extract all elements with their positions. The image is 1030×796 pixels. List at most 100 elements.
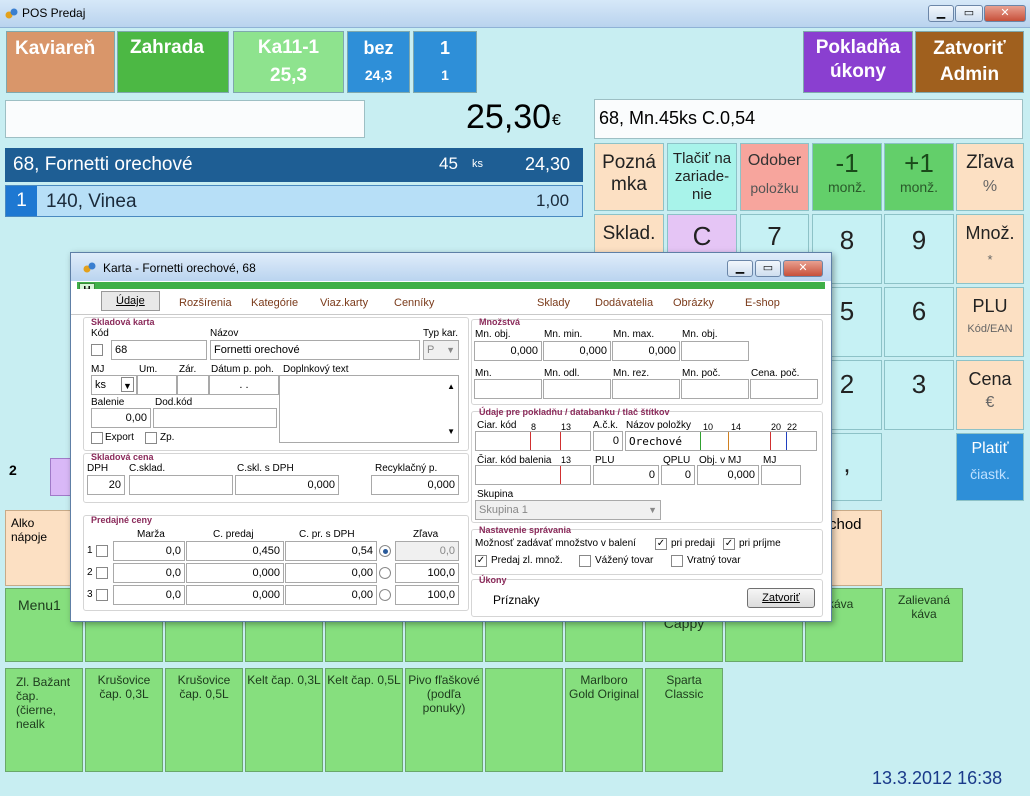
zlava-field[interactable]: 100,0 bbox=[395, 563, 459, 583]
menu-item[interactable]: Zalievaná káva bbox=[885, 588, 963, 662]
table-tile[interactable]: Ka11-1 25,3 bbox=[233, 31, 344, 93]
key-6[interactable]: 6 bbox=[884, 287, 954, 357]
price-row-radio[interactable] bbox=[379, 567, 391, 579]
cpredaj-field[interactable]: 0,450 bbox=[186, 541, 284, 561]
dialog-close-button[interactable]: ✕ bbox=[783, 260, 823, 277]
export-checkbox[interactable] bbox=[91, 432, 103, 444]
dodkod-field[interactable] bbox=[153, 408, 277, 428]
key-7[interactable]: 7 bbox=[740, 214, 809, 254]
price-row-checkbox[interactable] bbox=[96, 567, 108, 579]
kod-checkbox[interactable] bbox=[91, 344, 103, 356]
count-tile[interactable]: 1 1 bbox=[413, 31, 477, 93]
objmj-field[interactable]: 0,000 bbox=[697, 465, 759, 485]
cpredaj-field[interactable]: 0,000 bbox=[186, 563, 284, 583]
mn-obj2-field[interactable] bbox=[681, 341, 749, 361]
mn-field[interactable] bbox=[474, 379, 542, 399]
tab-cenniky[interactable]: Cenníky bbox=[394, 297, 435, 309]
sklad-button[interactable]: Sklad. bbox=[594, 214, 664, 254]
mn-odl-field[interactable] bbox=[543, 379, 611, 399]
plu-field[interactable]: 0 bbox=[593, 465, 659, 485]
product-button[interactable]: Pivo fľaškové (podľa ponuky) bbox=[405, 668, 483, 772]
pri-predaji-checkbox[interactable]: ✓ bbox=[655, 538, 667, 550]
order-row[interactable]: 1 140, Vinea 1,00 bbox=[5, 185, 583, 217]
zp-checkbox[interactable] bbox=[145, 432, 157, 444]
key-9[interactable]: 9 bbox=[884, 214, 954, 284]
balenie-field[interactable]: 0,00 bbox=[91, 408, 151, 428]
zatvorit-admin-button[interactable]: Zatvoriť Admin bbox=[915, 31, 1024, 93]
mn-poc-field[interactable] bbox=[681, 379, 749, 399]
qplu-field[interactable]: 0 bbox=[661, 465, 695, 485]
product-button[interactable]: Krušovice čap. 0,3L bbox=[85, 668, 163, 772]
tab-udaje[interactable]: Údaje bbox=[101, 291, 160, 311]
cpredaj-field[interactable]: 0,000 bbox=[186, 585, 284, 605]
cena-poc-field[interactable] bbox=[750, 379, 818, 399]
dph-field[interactable]: 20 bbox=[87, 475, 125, 495]
product-button[interactable]: Kelt čap. 0,3L bbox=[245, 668, 323, 772]
zlava-field[interactable]: 0,0 bbox=[395, 541, 459, 561]
maximize-button[interactable]: ▭ bbox=[955, 5, 983, 22]
dialog-maximize-button[interactable]: ▭ bbox=[755, 260, 781, 277]
tab-viaz-karty[interactable]: Viaz.karty bbox=[320, 297, 369, 309]
ciar-kod-field[interactable] bbox=[475, 431, 591, 451]
product-button[interactable]: Kelt čap. 0,5L bbox=[325, 668, 403, 772]
csklsdph-field[interactable]: 0,000 bbox=[235, 475, 339, 495]
mn-min-field[interactable]: 0,000 bbox=[543, 341, 611, 361]
minus-one-button[interactable]: -1 monž. bbox=[812, 143, 882, 211]
mj-select[interactable]: ks ▼ bbox=[91, 375, 137, 395]
tab-sklady[interactable]: Sklady bbox=[537, 297, 571, 309]
customer-field[interactable] bbox=[5, 100, 365, 138]
tab-eshop[interactable]: E-shop bbox=[745, 297, 780, 309]
zlava-field[interactable]: 100,0 bbox=[395, 585, 459, 605]
zatvorit-button[interactable]: Zatvoriť bbox=[747, 588, 815, 608]
cprsdph-field[interactable]: 0,00 bbox=[285, 563, 377, 583]
skupina-select[interactable]: Skupina 1 ▼ bbox=[475, 500, 661, 520]
product-button[interactable] bbox=[485, 668, 563, 772]
price-row-checkbox[interactable] bbox=[96, 589, 108, 601]
poznamka-button[interactable]: Pozná mka bbox=[594, 143, 664, 211]
tab-dodavatelia[interactable]: Dodávatelia bbox=[595, 297, 654, 309]
mn-obj-field[interactable]: 0,000 bbox=[474, 341, 542, 361]
clear-button[interactable]: C bbox=[667, 214, 737, 254]
product-button[interactable]: Krušovice čap. 0,5L bbox=[165, 668, 243, 772]
um-field[interactable] bbox=[137, 375, 177, 395]
ack-field[interactable]: 0 bbox=[593, 431, 623, 451]
csklad-field[interactable] bbox=[129, 475, 233, 495]
ciar-bal-field[interactable] bbox=[475, 465, 591, 485]
kod-field[interactable]: 68 bbox=[111, 340, 207, 360]
cprsdph-field[interactable]: 0,00 bbox=[285, 585, 377, 605]
cprsdph-field[interactable]: 0,54 bbox=[285, 541, 377, 561]
pri-prijme-checkbox[interactable]: ✓ bbox=[723, 538, 735, 550]
zlava-button[interactable]: Zľava % bbox=[956, 143, 1024, 211]
priznaky-link[interactable]: Príznaky bbox=[493, 593, 540, 607]
tab-kategorie[interactable]: Kategórie bbox=[251, 297, 299, 309]
nazov-polozky-field[interactable]: Orechové bbox=[625, 431, 817, 451]
typ-select[interactable]: P ▼ bbox=[423, 340, 459, 360]
minimize-button[interactable]: ▁ bbox=[928, 5, 954, 22]
tlacit-button[interactable]: Tlačiť na zariade- nie bbox=[667, 143, 737, 211]
doplnkovy-textarea[interactable]: ▲ ▼ bbox=[279, 375, 459, 443]
recykl-field[interactable]: 0,000 bbox=[371, 475, 459, 495]
product-button[interactable]: Zl. Bažant čap. (čierne, nealk bbox=[5, 668, 83, 772]
predaj-zl-checkbox[interactable]: ✓ bbox=[475, 555, 487, 567]
bez-tile[interactable]: bez 24,3 bbox=[347, 31, 410, 93]
mnozstvo-button[interactable]: Množ. * bbox=[956, 214, 1024, 284]
scroll-up-icon[interactable]: ▲ bbox=[447, 382, 455, 391]
product-button[interactable]: Marlboro Gold Original bbox=[565, 668, 643, 772]
datum-field[interactable]: . . bbox=[209, 375, 279, 395]
side-tile[interactable] bbox=[50, 458, 72, 496]
order-row-selected[interactable]: 68, Fornetti orechové 45 ks 24,30 bbox=[5, 148, 583, 182]
tab-rozsirenia[interactable]: Rozšírenia bbox=[179, 297, 232, 309]
obchod-button[interactable]: chod bbox=[826, 510, 882, 586]
vratny-checkbox[interactable] bbox=[671, 555, 683, 567]
plus-one-button[interactable]: +1 monž. bbox=[884, 143, 954, 211]
odober-button[interactable]: Odober položku bbox=[740, 143, 809, 211]
price-row-checkbox[interactable] bbox=[96, 545, 108, 557]
marza-field[interactable]: 0,0 bbox=[113, 563, 185, 583]
pokladna-ukony-button[interactable]: Pokladňa úkony bbox=[803, 31, 913, 93]
cena-button[interactable]: Cena € bbox=[956, 360, 1024, 430]
mj2-field[interactable] bbox=[761, 465, 801, 485]
close-button[interactable]: ✕ bbox=[984, 5, 1026, 22]
dialog-minimize-button[interactable]: ▁ bbox=[727, 260, 753, 277]
key-3[interactable]: 3 bbox=[884, 360, 954, 430]
price-row-radio[interactable] bbox=[379, 545, 391, 557]
